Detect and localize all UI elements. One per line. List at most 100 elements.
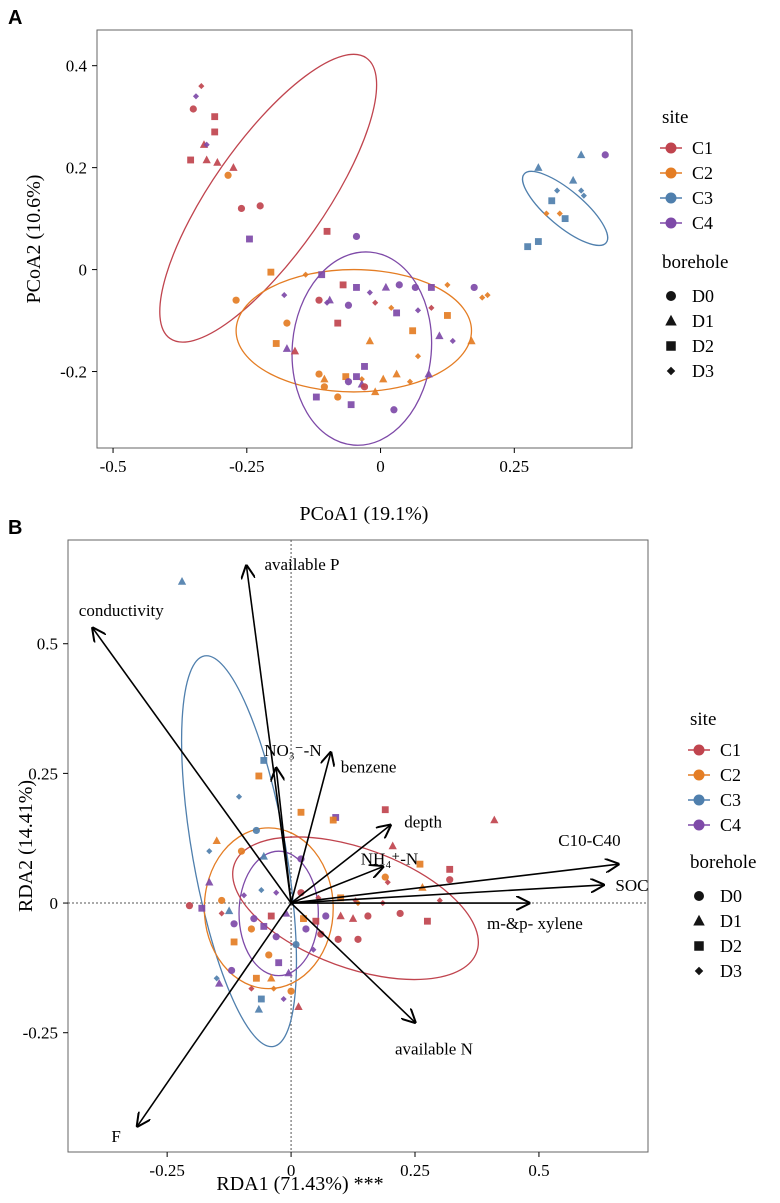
point-c2-d0 — [283, 319, 291, 327]
point-c1-d3 — [218, 910, 225, 917]
point-c1-d3 — [248, 985, 255, 992]
legend-borehole-label: D1 — [692, 311, 714, 331]
env-vector-label: F — [111, 1127, 120, 1146]
point-c1-d0 — [185, 902, 194, 910]
point-c4-d1 — [205, 877, 214, 886]
point-c1-d0 — [446, 876, 454, 884]
legend-b: site C1 C2 C3 C4 borehole D0 D1 D2 D3 — [688, 709, 756, 981]
point-c4-d2 — [275, 959, 283, 967]
points-a — [187, 83, 609, 414]
legend-borehole-symbol-d0 — [666, 291, 676, 301]
env-vector-arrow — [93, 628, 292, 904]
point-c2-d2 — [255, 772, 263, 780]
point-c3-d2 — [561, 215, 569, 223]
env-vector-label: C10-C40 — [558, 831, 620, 850]
point-c4-d0 — [601, 151, 609, 159]
x-axis-title-b: RDA1 (71.43%) *** — [216, 1173, 383, 1195]
legend-site-title-b: site — [690, 709, 716, 730]
point-c2-d3 — [302, 271, 309, 278]
point-c1-d2 — [267, 912, 275, 920]
env-vector-arrow — [137, 902, 292, 1126]
point-c2-d2 — [252, 974, 260, 982]
point-c4-d2 — [260, 922, 268, 930]
point-c3-d2 — [548, 197, 556, 205]
y-tick-label: -0.25 — [23, 1024, 58, 1043]
point-c2-d1 — [379, 374, 388, 383]
legend-borehole-symbol-d3 — [666, 366, 676, 376]
legend-borehole-symbol-d1 — [693, 914, 705, 926]
point-c4-d0 — [230, 920, 238, 928]
env-vector-label: benzene — [341, 758, 397, 777]
point-c2-d0 — [224, 171, 232, 179]
point-c1-d2 — [211, 113, 219, 121]
point-c4-d0 — [344, 301, 353, 309]
ellipse-c2 — [235, 268, 473, 393]
env-vector-label: conductivity — [79, 601, 164, 620]
point-c2-d0 — [334, 393, 342, 401]
legend-borehole-label: D0 — [720, 886, 742, 906]
y-tick-label: 0.5 — [37, 635, 58, 654]
point-c3-d3 — [206, 848, 213, 855]
point-c3-d1 — [534, 163, 543, 171]
point-c1-d1 — [336, 911, 345, 920]
point-c2-d0 — [218, 896, 226, 905]
point-c3-d3 — [578, 187, 585, 194]
point-c1-d2 — [446, 865, 454, 873]
point-c4-d3 — [366, 289, 373, 296]
point-c4-d1 — [281, 908, 291, 917]
x-tick-label: 0 — [376, 457, 385, 476]
point-c4-d1 — [284, 968, 293, 977]
point-c3-d0 — [252, 826, 260, 835]
x-tick-label: 0.25 — [499, 457, 529, 476]
y-axis-title-b: RDA2 (14.41%) — [15, 780, 37, 912]
legend-site-label: C1 — [720, 740, 741, 760]
legend-site-swatch-c1 — [665, 142, 677, 154]
point-c4-d0 — [395, 281, 403, 289]
point-c3-d1 — [569, 175, 578, 184]
point-c1-d0 — [334, 935, 342, 943]
point-c3-d2 — [260, 757, 268, 764]
point-c1-d3 — [372, 299, 379, 306]
point-c1-d1 — [294, 1002, 303, 1011]
legend-borehole-label: D3 — [692, 361, 714, 381]
legend-site-label: C4 — [720, 815, 741, 835]
point-c4-d1 — [282, 344, 292, 352]
ellipse-c4 — [238, 850, 319, 977]
legend-site-label: C3 — [692, 188, 713, 208]
env-vector-arrow — [290, 825, 390, 904]
point-c2-d2 — [342, 373, 350, 381]
legend-site-swatch-c2 — [665, 167, 677, 179]
point-c1-d2 — [423, 917, 431, 925]
point-c4-d2 — [318, 271, 326, 279]
point-c4-d0 — [352, 232, 361, 241]
x-tick-label: 0.25 — [400, 1161, 430, 1180]
legend-borehole-symbol-d3 — [694, 966, 704, 976]
y-tick-label: 0 — [79, 261, 88, 280]
point-c4-d0 — [470, 283, 478, 292]
point-c2-d2 — [409, 327, 417, 335]
point-c2-d3 — [358, 376, 365, 383]
point-c1-d0 — [315, 296, 323, 304]
point-c4-d0 — [411, 283, 419, 292]
point-c4-d1 — [215, 978, 224, 987]
point-c3-d3 — [580, 192, 587, 199]
point-c4-d1 — [325, 295, 334, 304]
point-c4-d3 — [240, 892, 248, 899]
legend-site-swatch-c2 — [693, 769, 705, 781]
point-c2-d1 — [392, 369, 401, 378]
point-c1-d1 — [202, 155, 211, 164]
point-c1-d1 — [290, 346, 300, 355]
point-c2-d2 — [230, 938, 238, 946]
point-c2-d3 — [479, 294, 486, 301]
legend-site-label: C4 — [692, 213, 713, 233]
legend-site-swatch-c3 — [693, 794, 705, 806]
point-c4-d3 — [310, 946, 317, 953]
point-c4-d3 — [203, 141, 210, 148]
y-tick-label: 0.2 — [66, 159, 87, 178]
point-c1-d0 — [189, 105, 197, 113]
point-c1-d2 — [323, 227, 331, 235]
ellipse-c4 — [291, 251, 433, 446]
point-c4-d0 — [344, 378, 353, 386]
point-c4-d3 — [449, 337, 456, 345]
